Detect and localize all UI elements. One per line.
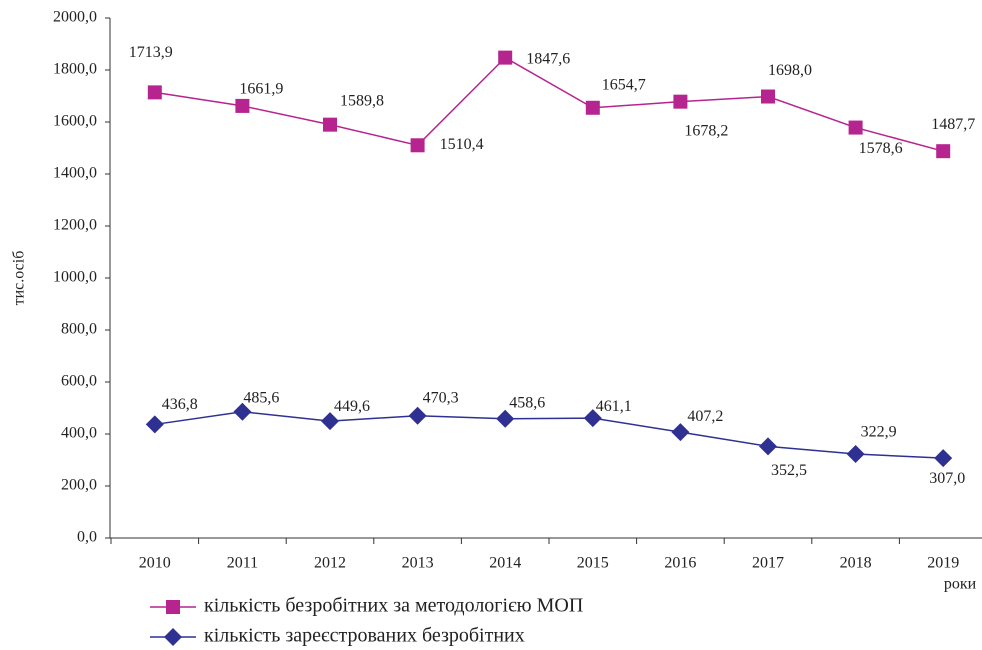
marker — [323, 117, 337, 132]
data-label: 1510,4 — [440, 136, 484, 153]
y-tick-label: 0,0 — [77, 529, 97, 546]
data-label: 1589,8 — [340, 92, 384, 109]
series-line — [154, 410, 944, 459]
data-label: 352,5 — [771, 462, 807, 479]
marker — [410, 138, 425, 153]
x-tick-label: 2018 — [840, 555, 872, 572]
data-label: 461,1 — [596, 398, 632, 415]
marker — [673, 94, 688, 109]
y-tick-label: 1400,0 — [53, 165, 97, 182]
data-label: 1847,6 — [526, 50, 570, 67]
y-tick-label: 1800,0 — [53, 61, 97, 78]
marker — [496, 409, 515, 428]
legend-label: кількість безробітних за методологією МО… — [204, 595, 583, 617]
marker — [164, 628, 182, 646]
marker — [936, 144, 951, 159]
x-tick-label: 2015 — [577, 555, 609, 572]
y-tick-label: 1600,0 — [53, 113, 97, 130]
series-line — [154, 56, 944, 152]
marker — [321, 412, 339, 431]
data-label: 470,3 — [423, 389, 459, 406]
marker — [846, 445, 865, 464]
data-label: 1487,7 — [931, 116, 975, 133]
data-label: 485,6 — [243, 389, 279, 406]
marker — [498, 50, 513, 65]
data-label: 307,0 — [929, 470, 965, 487]
x-axis-label: роки — [944, 576, 977, 593]
marker — [761, 89, 775, 104]
data-label: 1698,0 — [768, 62, 812, 79]
x-tick-label: 2014 — [489, 555, 521, 572]
data-label: 458,6 — [509, 394, 545, 411]
marker — [585, 100, 600, 115]
x-tick-label: 2013 — [402, 555, 434, 572]
data-label: 322,9 — [861, 424, 897, 441]
y-tick-label: 2000,0 — [53, 9, 97, 26]
x-tick-label: 2019 — [927, 555, 959, 572]
y-tick-label: 1200,0 — [53, 217, 97, 234]
data-label: 1578,6 — [859, 140, 903, 157]
marker — [145, 415, 164, 434]
x-tick-label: 2010 — [139, 555, 171, 572]
data-label: 1654,7 — [602, 76, 646, 93]
marker — [671, 423, 690, 442]
x-tick-label: 2016 — [664, 555, 696, 572]
marker — [848, 120, 863, 135]
marker — [235, 98, 250, 113]
data-label: 407,2 — [687, 408, 723, 425]
y-tick-label: 1000,0 — [53, 269, 97, 286]
y-tick-label: 600,0 — [61, 373, 97, 390]
y-tick-label: 800,0 — [61, 321, 97, 338]
y-tick-label: 200,0 — [61, 477, 97, 494]
marker — [408, 406, 427, 425]
data-label: 449,6 — [334, 398, 370, 415]
data-label: 436,8 — [162, 396, 198, 413]
marker — [233, 402, 252, 421]
data-label: 1678,2 — [684, 122, 728, 139]
marker — [934, 449, 953, 468]
data-label: 1713,9 — [129, 44, 173, 61]
marker — [583, 409, 602, 428]
y-axis-label: тис.осіб — [11, 251, 28, 306]
data-label: 1661,9 — [239, 81, 283, 98]
marker — [759, 437, 777, 456]
y-tick-label: 400,0 — [61, 425, 97, 442]
marker — [147, 85, 162, 100]
x-tick-label: 2017 — [752, 555, 784, 572]
x-tick-label: 2011 — [227, 555, 258, 572]
marker — [166, 600, 180, 614]
legend-label: кількість зареєстрованих безробітних — [204, 625, 525, 647]
x-tick-label: 2012 — [314, 555, 346, 572]
